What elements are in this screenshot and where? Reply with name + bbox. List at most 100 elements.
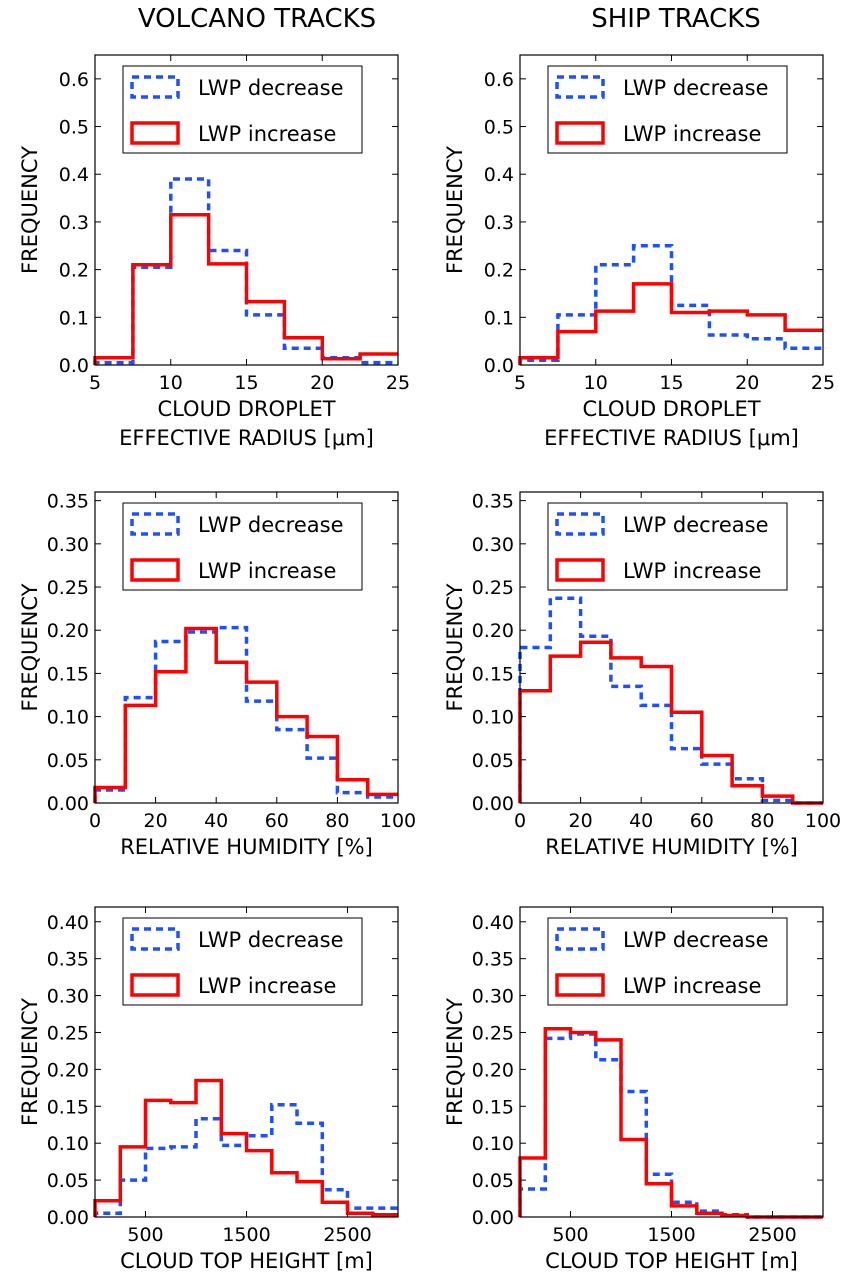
x-tick-label: 5 bbox=[89, 372, 101, 394]
x-axis-label: RELATIVE HUMIDITY [%] bbox=[545, 835, 798, 859]
y-tick-label: 0.0 bbox=[59, 355, 89, 377]
legend-label-increase: LWP increase bbox=[623, 559, 761, 583]
legend-swatch-increase bbox=[555, 558, 605, 582]
y-tick-label: 0.5 bbox=[59, 117, 89, 139]
x-tick-label: 1500 bbox=[222, 1224, 270, 1246]
x-tick-label: 2500 bbox=[748, 1224, 796, 1246]
y-tick-label: 0.1 bbox=[484, 307, 514, 329]
panel-volcano-radius: 0.0 0.1 0.2 0.3 0.4 0.5 0.6 5 10 15 20 25 FREQUENCY C… bbox=[18, 54, 410, 450]
y-tick-label: 0.30 bbox=[472, 534, 514, 556]
x-tick-label: 100 bbox=[805, 810, 841, 832]
y-tick-label: 0.2 bbox=[59, 260, 89, 282]
series-line-increase bbox=[518, 282, 823, 365]
panel-volcano-humidity: 0.00 0.05 0.10 0.15 0.20 0.25 0.30 0.35 0 20 40 60 8… bbox=[18, 491, 416, 859]
legend-label-decrease: LWP decrease bbox=[198, 928, 344, 952]
x-axis-label: CLOUD TOP HEIGHT [m] bbox=[120, 1249, 373, 1273]
y-tick-label: 0.00 bbox=[47, 793, 89, 815]
x-tick-label: 15 bbox=[234, 372, 258, 394]
y-tick-label: 0.20 bbox=[47, 1059, 89, 1081]
legend-swatch-decrease bbox=[130, 75, 180, 99]
y-tick-label: 0.30 bbox=[47, 534, 89, 556]
y-tick-label: 0.35 bbox=[472, 491, 514, 513]
column-title-ship: SHIP TRACKS bbox=[591, 4, 761, 34]
y-tick-label: 0.00 bbox=[472, 793, 514, 815]
y-tick-label: 0.2 bbox=[484, 260, 514, 282]
column-title-volcano: VOLCANO TRACKS bbox=[137, 4, 377, 34]
series-line-increase bbox=[93, 213, 398, 365]
y-tick-label: 0.30 bbox=[472, 986, 514, 1008]
y-tick-label: 0.10 bbox=[47, 707, 89, 729]
legend-swatch-decrease bbox=[555, 75, 605, 99]
y-tick-label: 0.25 bbox=[47, 1022, 89, 1044]
y-tick-label: 0.05 bbox=[47, 750, 89, 772]
legend-label-increase: LWP increase bbox=[623, 122, 761, 146]
x-tick-label: 1500 bbox=[647, 1224, 695, 1246]
panel-volcano-height: 0.00 0.05 0.10 0.15 0.20 0.25 0.30 0.35 0.40 500 1… bbox=[18, 906, 399, 1273]
x-axis-label: CLOUD DROPLET bbox=[582, 397, 760, 421]
series-line-decrease bbox=[93, 625, 398, 803]
x-tick-label: 20 bbox=[569, 810, 593, 832]
y-tick-label: 0.0 bbox=[484, 355, 514, 377]
x-tick-label: 25 bbox=[811, 372, 835, 394]
plot-frame bbox=[94, 491, 399, 804]
legend-box bbox=[122, 917, 363, 1006]
legend-swatch-increase bbox=[130, 121, 180, 145]
legend-swatch-increase bbox=[130, 558, 180, 582]
legend-box bbox=[547, 502, 788, 591]
legend-swatch-increase bbox=[130, 973, 180, 997]
y-tick-label: 0.15 bbox=[47, 1096, 89, 1118]
y-tick-label: 0.40 bbox=[47, 912, 89, 934]
y-tick-label: 0.10 bbox=[472, 707, 514, 729]
x-axis-label: EFFECTIVE RADIUS [μm] bbox=[119, 426, 374, 450]
legend-box bbox=[547, 917, 788, 1006]
x-axis-label: RELATIVE HUMIDITY [%] bbox=[120, 835, 373, 859]
y-axis-label: FREQUENCY bbox=[18, 998, 42, 1126]
y-tick-label: 0.20 bbox=[47, 620, 89, 642]
x-axis-label: EFFECTIVE RADIUS [μm] bbox=[544, 426, 799, 450]
legend-box bbox=[122, 502, 363, 591]
legend-swatch-decrease bbox=[555, 512, 605, 536]
legend: LWP decrease LWP increase bbox=[122, 65, 363, 154]
legend-label-decrease: LWP decrease bbox=[198, 76, 344, 100]
x-tick-label: 500 bbox=[552, 1224, 588, 1246]
y-tick-label: 0.30 bbox=[47, 986, 89, 1008]
legend: LWP decrease LWP increase bbox=[547, 917, 788, 1006]
y-tick-label: 0.6 bbox=[484, 69, 514, 91]
x-tick-label: 60 bbox=[265, 810, 289, 832]
y-tick-label: 0.35 bbox=[47, 491, 89, 513]
x-tick-label: 10 bbox=[159, 372, 183, 394]
y-axis-label: FREQUENCY bbox=[18, 583, 42, 711]
y-tick-label: 0.05 bbox=[47, 1170, 89, 1192]
x-tick-label: 60 bbox=[690, 810, 714, 832]
legend-swatch-decrease bbox=[130, 927, 180, 951]
legend-label-decrease: LWP decrease bbox=[623, 928, 769, 952]
legend-label-increase: LWP increase bbox=[198, 559, 336, 583]
x-tick-label: 10 bbox=[584, 372, 608, 394]
y-tick-label: 0.35 bbox=[47, 949, 89, 971]
legend: LWP decrease LWP increase bbox=[547, 502, 788, 591]
legend-swatch-increase bbox=[555, 121, 605, 145]
x-axis-label: CLOUD DROPLET bbox=[157, 397, 335, 421]
series-line-increase bbox=[93, 626, 398, 803]
legend-swatch-increase bbox=[555, 973, 605, 997]
legend: LWP decrease LWP increase bbox=[122, 917, 363, 1006]
x-tick-label: 40 bbox=[629, 810, 653, 832]
x-tick-label: 20 bbox=[144, 810, 168, 832]
y-tick-label: 0.00 bbox=[47, 1207, 89, 1229]
y-axis-label: FREQUENCY bbox=[443, 998, 467, 1126]
y-axis-label: FREQUENCY bbox=[443, 146, 467, 274]
y-tick-label: 0.25 bbox=[472, 577, 514, 599]
series-line-decrease bbox=[93, 1103, 398, 1217]
y-tick-label: 0.00 bbox=[472, 1207, 514, 1229]
x-tick-label: 5 bbox=[514, 372, 526, 394]
y-axis-label: FREQUENCY bbox=[18, 146, 42, 274]
legend-label-decrease: LWP decrease bbox=[623, 76, 769, 100]
panel-ship-humidity: 0.00 0.05 0.10 0.15 0.20 0.25 0.30 0.35 0 20 40 60 8… bbox=[443, 491, 841, 859]
x-tick-label: 80 bbox=[750, 810, 774, 832]
x-tick-label: 100 bbox=[380, 810, 416, 832]
legend: LWP decrease LWP increase bbox=[547, 65, 788, 154]
legend-swatch-decrease bbox=[130, 512, 180, 536]
panel-ship-height: 0.00 0.05 0.10 0.15 0.20 0.25 0.30 0.35 0.40 500 1… bbox=[443, 906, 824, 1273]
y-tick-label: 0.20 bbox=[472, 1059, 514, 1081]
